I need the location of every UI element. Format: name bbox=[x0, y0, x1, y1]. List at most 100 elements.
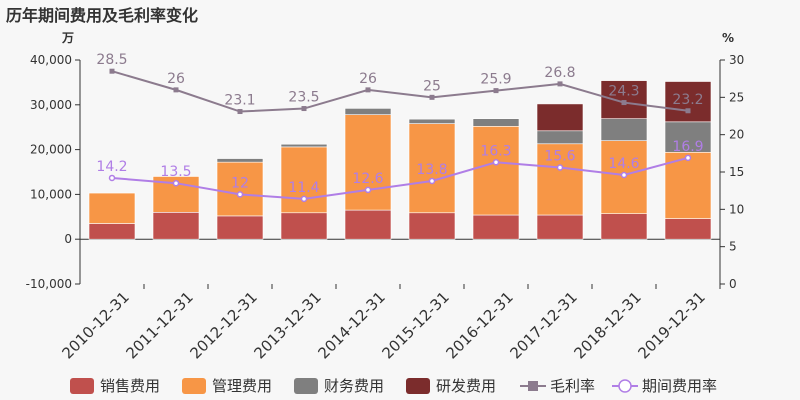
left-tick-label: 20,000 bbox=[30, 143, 72, 157]
line-point bbox=[621, 100, 627, 106]
bar-segment bbox=[280, 212, 328, 240]
bar-segment bbox=[152, 212, 200, 240]
line-point bbox=[429, 94, 435, 100]
line-point bbox=[492, 159, 500, 166]
bar-segment bbox=[88, 192, 136, 224]
line-point bbox=[428, 177, 436, 185]
x-tick-label: 2016-12-31 bbox=[442, 288, 516, 362]
data-label: 24.3 bbox=[608, 84, 639, 100]
bar-segment bbox=[536, 130, 584, 145]
legend-label: 研发费用 bbox=[436, 377, 496, 395]
legend-label: 管理费用 bbox=[212, 377, 272, 395]
bar-segment bbox=[88, 223, 136, 240]
chart-title: 历年期间费用及毛利率变化 bbox=[6, 6, 199, 25]
bar-segment bbox=[536, 143, 584, 216]
legend-label: 销售费用 bbox=[100, 377, 160, 395]
data-label: 14.2 bbox=[96, 159, 127, 175]
line-point bbox=[684, 154, 692, 162]
data-label: 28.5 bbox=[96, 52, 127, 68]
line-point bbox=[108, 174, 116, 182]
line-point bbox=[301, 106, 307, 112]
x-tick-label: 2015-12-31 bbox=[378, 288, 452, 362]
right-axis-unit: % bbox=[722, 31, 734, 45]
bar-segment bbox=[472, 214, 520, 240]
data-label: 25.9 bbox=[480, 72, 511, 88]
data-label: 23.5 bbox=[288, 90, 319, 106]
left-tick-label: -10,000 bbox=[26, 277, 72, 291]
data-label: 23.2 bbox=[672, 92, 703, 108]
line-point bbox=[620, 171, 628, 179]
bar-segment bbox=[664, 121, 712, 153]
line-point bbox=[365, 87, 371, 93]
data-label: 16.9 bbox=[672, 139, 703, 155]
legend-label: 期间费用率 bbox=[642, 377, 717, 395]
bar-segment bbox=[408, 212, 456, 240]
line-point bbox=[364, 186, 372, 194]
bar-segment bbox=[664, 218, 712, 240]
bar-segment bbox=[536, 214, 584, 240]
bar-segment bbox=[344, 209, 392, 240]
x-tick-label: 2014-12-31 bbox=[314, 288, 388, 362]
line-point bbox=[172, 179, 180, 187]
legend-label: 财务费用 bbox=[324, 377, 384, 395]
x-tick-label: 2018-12-31 bbox=[570, 288, 644, 362]
legend-label: 毛利率 bbox=[550, 377, 595, 395]
x-tick-label: 2012-12-31 bbox=[186, 288, 260, 362]
right-tick-label: 5 bbox=[729, 240, 737, 254]
legend-swatch bbox=[70, 378, 94, 394]
data-label: 23.1 bbox=[224, 93, 255, 109]
left-tick-label: 40,000 bbox=[30, 53, 72, 67]
data-label: 26.8 bbox=[544, 65, 575, 81]
left-tick-label: 0 bbox=[64, 232, 72, 246]
bar-segment bbox=[600, 118, 648, 141]
data-label: 13.8 bbox=[416, 162, 447, 178]
data-label: 15.6 bbox=[544, 149, 575, 165]
bar-segment bbox=[280, 143, 328, 148]
x-tick-label: 2019-12-31 bbox=[634, 288, 708, 362]
right-tick-label: 30 bbox=[729, 53, 744, 67]
bar-segment bbox=[344, 108, 392, 115]
x-tick-label: 2011-12-31 bbox=[122, 288, 196, 362]
line-point bbox=[173, 87, 179, 93]
left-tick-label: 10,000 bbox=[30, 187, 72, 201]
bar-segment bbox=[600, 213, 648, 240]
x-tick-label: 2010-12-31 bbox=[58, 288, 132, 362]
data-label: 12 bbox=[231, 175, 249, 191]
right-tick-label: 20 bbox=[729, 128, 744, 142]
bar-segment bbox=[664, 81, 712, 123]
x-tick-label: 2017-12-31 bbox=[506, 288, 580, 362]
legend-swatch bbox=[294, 378, 318, 394]
bar-segment bbox=[408, 118, 456, 124]
legend-swatch bbox=[406, 378, 430, 394]
right-tick-label: 10 bbox=[729, 202, 744, 216]
line-point bbox=[236, 191, 244, 198]
data-label: 11.4 bbox=[288, 180, 319, 196]
bar-segment bbox=[664, 151, 712, 219]
data-label: 25 bbox=[423, 78, 441, 94]
bar-segment bbox=[344, 114, 392, 211]
bar-segment bbox=[472, 126, 520, 216]
data-label: 13.5 bbox=[160, 164, 191, 180]
line-point bbox=[557, 81, 563, 87]
bar-segment bbox=[536, 103, 584, 132]
right-tick-label: 25 bbox=[729, 90, 744, 104]
line-point bbox=[109, 68, 115, 74]
left-tick-label: 30,000 bbox=[30, 98, 72, 112]
line-point bbox=[556, 164, 564, 171]
line-point bbox=[300, 195, 308, 203]
line-point bbox=[493, 88, 499, 94]
right-tick-label: 0 bbox=[729, 277, 737, 291]
bar-segment bbox=[472, 118, 520, 127]
legend-swatch bbox=[182, 378, 206, 394]
data-label: 26 bbox=[167, 71, 185, 87]
data-label: 26 bbox=[359, 71, 377, 87]
data-label: 14.6 bbox=[608, 156, 639, 172]
bar-segment bbox=[216, 161, 264, 217]
x-tick-label: 2013-12-31 bbox=[250, 288, 324, 362]
legend-marker bbox=[528, 381, 538, 391]
data-label: 16.3 bbox=[480, 143, 511, 159]
bar-segment bbox=[408, 123, 456, 214]
series-line bbox=[111, 70, 689, 113]
